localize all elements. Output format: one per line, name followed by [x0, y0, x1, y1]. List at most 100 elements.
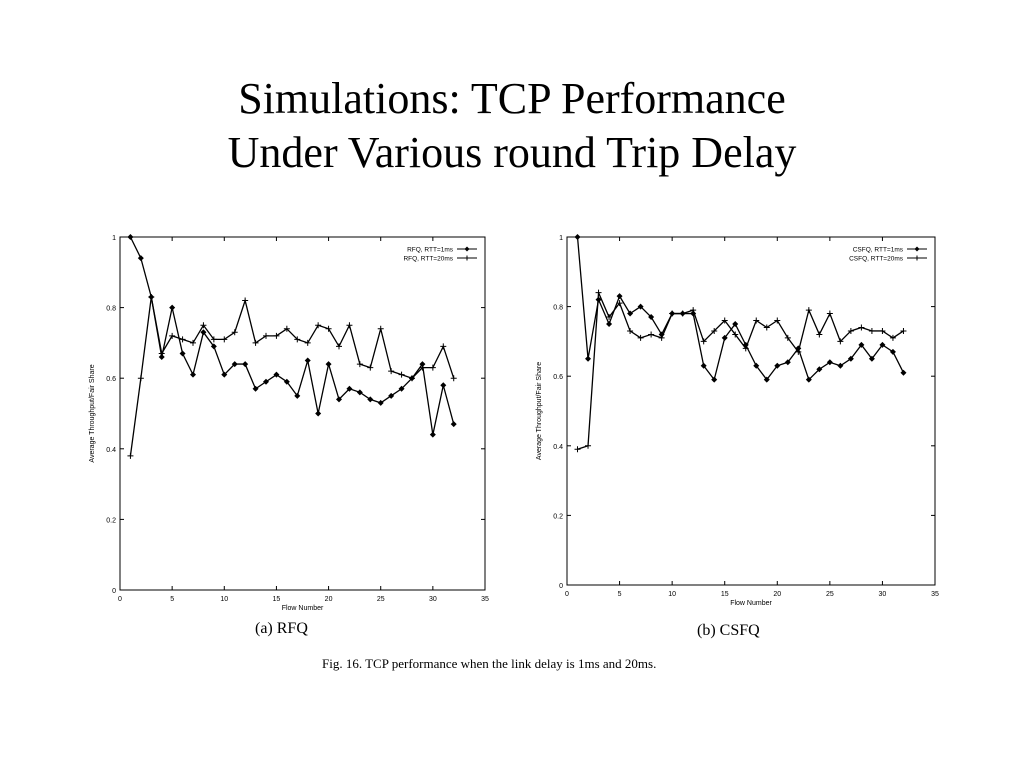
data-point: [616, 300, 623, 307]
y-tick-label: 0.4: [553, 444, 563, 451]
x-tick-label: 30: [879, 591, 887, 598]
data-point: [658, 334, 665, 341]
data-point: [346, 385, 353, 392]
data-point: [900, 369, 907, 376]
data-point: [304, 357, 311, 364]
data-point: [221, 336, 228, 343]
y-tick-label: 0: [112, 588, 116, 595]
data-point: [774, 362, 781, 369]
data-point: [774, 317, 781, 324]
data-point: [409, 375, 415, 382]
data-point: [429, 364, 436, 371]
legend-marker: [914, 255, 920, 261]
data-point: [283, 325, 290, 332]
data-point: [367, 396, 374, 403]
data-point: [805, 376, 812, 383]
data-point: [837, 338, 844, 345]
y-tick-label: 0.6: [553, 374, 563, 381]
y-tick-label: 1: [112, 235, 116, 242]
plot-frame: [119, 236, 486, 591]
data-point: [377, 399, 384, 406]
data-point: [398, 371, 405, 378]
slide-title: Simulations: TCP Performance Under Vario…: [0, 72, 1024, 180]
series-line: [129, 296, 455, 456]
data-point: [169, 304, 176, 311]
legend-label: RFQ, RTT=1ms: [407, 247, 454, 254]
data-point: [336, 396, 342, 403]
data-point: [315, 410, 322, 417]
x-tick-label: 0: [565, 591, 569, 598]
data-point: [273, 332, 280, 339]
series-line: [577, 292, 904, 450]
data-point: [585, 355, 592, 362]
x-tick-label: 5: [170, 596, 174, 603]
x-tick-label: 25: [377, 596, 385, 603]
data-point: [346, 322, 353, 329]
legend-label: CSFQ, RTT=20ms: [849, 256, 904, 263]
data-point: [616, 293, 623, 300]
data-point: [627, 310, 634, 317]
x-tick-label: 10: [668, 591, 676, 598]
y-axis-label: Average Throughput/Fair Share: [536, 362, 543, 460]
subcaption-csfq: (b) CSFQ: [697, 622, 760, 639]
data-point: [763, 376, 770, 383]
data-point: [367, 364, 374, 371]
legend-marker: [914, 246, 920, 252]
data-point: [388, 392, 395, 399]
legend-marker: [464, 255, 470, 261]
data-point: [440, 343, 447, 350]
data-point: [325, 361, 332, 368]
x-tick-label: 20: [325, 596, 333, 603]
data-point: [388, 368, 395, 375]
data-point: [858, 324, 865, 331]
data-point: [356, 361, 363, 368]
data-point: [231, 361, 238, 368]
y-tick-label: 0.4: [106, 447, 116, 454]
data-point: [795, 348, 802, 355]
data-point: [627, 327, 634, 334]
data-point: [900, 327, 907, 334]
y-axis-label: Average Throughput/Fair Share: [89, 364, 96, 462]
data-point: [294, 336, 301, 343]
data-point: [179, 336, 186, 343]
data-point: [847, 327, 854, 334]
data-point: [419, 364, 426, 371]
data-point: [200, 322, 207, 329]
data-point: [700, 338, 707, 345]
y-tick-label: 0.2: [106, 517, 116, 524]
data-point: [325, 325, 332, 332]
data-point: [231, 329, 238, 336]
data-point: [450, 375, 457, 382]
data-point: [440, 382, 447, 389]
data-point: [826, 359, 833, 366]
y-tick-label: 0.2: [553, 513, 563, 520]
data-point: [179, 350, 186, 357]
data-point: [221, 371, 228, 378]
data-point: [315, 322, 322, 329]
data-point: [242, 297, 249, 304]
data-point: [721, 334, 728, 341]
data-point: [742, 345, 749, 352]
x-tick-label: 30: [429, 596, 437, 603]
x-tick-label: 15: [721, 591, 729, 598]
x-tick-label: 15: [273, 596, 281, 603]
data-point: [784, 334, 791, 341]
data-point: [137, 255, 144, 262]
data-point: [585, 442, 592, 449]
data-point: [837, 362, 844, 369]
data-point: [711, 376, 718, 383]
data-point: [574, 234, 581, 240]
x-tick-label: 35: [931, 591, 939, 598]
figure-caption: Fig. 16. TCP performance when the link d…: [322, 656, 657, 671]
data-point: [847, 355, 854, 362]
data-point: [304, 339, 311, 346]
y-tick-label: 0.8: [553, 305, 563, 312]
data-point: [283, 378, 290, 385]
x-tick-label: 25: [826, 591, 834, 598]
data-point: [826, 310, 833, 317]
data-point: [294, 392, 301, 399]
subcaption-rfq: (a) RFQ: [255, 620, 308, 637]
x-tick-label: 35: [481, 596, 489, 603]
data-point: [398, 385, 405, 392]
